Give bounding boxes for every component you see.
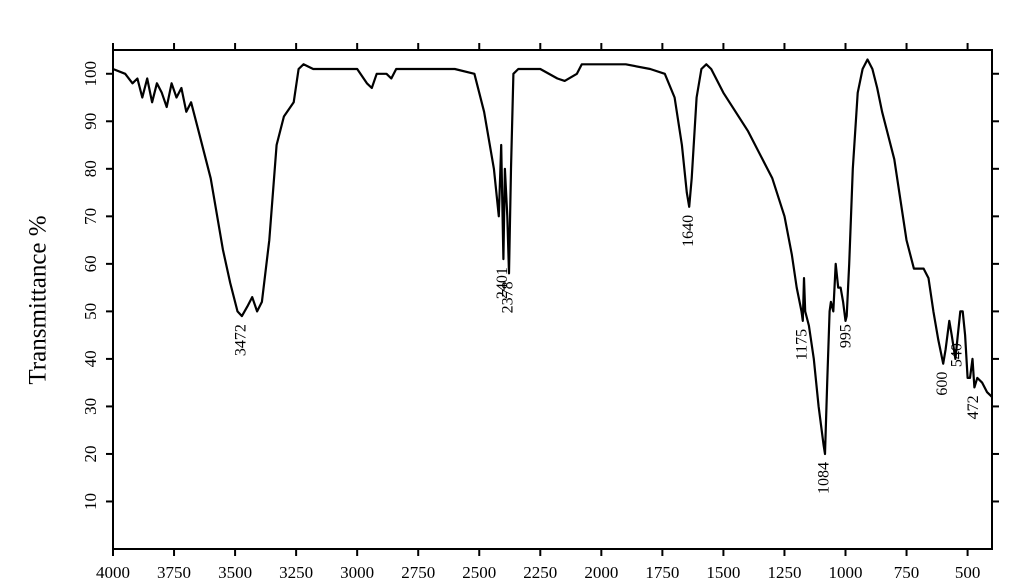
y-tick-label: 40 bbox=[81, 350, 100, 367]
plot-frame bbox=[112, 49, 993, 550]
peak-label: 1175 bbox=[793, 329, 810, 360]
x-tick-label: 2000 bbox=[584, 563, 618, 582]
peak-label: 2401 bbox=[494, 267, 511, 299]
y-axis-label: Transmittance % bbox=[25, 215, 52, 384]
y-tick-label: 10 bbox=[81, 493, 100, 510]
x-tick-label: 1000 bbox=[829, 563, 863, 582]
peak-label: 995 bbox=[837, 324, 854, 348]
x-tick-label: 1250 bbox=[767, 563, 801, 582]
x-tick-label: 750 bbox=[894, 563, 920, 582]
x-tick-label: 2500 bbox=[462, 563, 496, 582]
x-tick-label: 1500 bbox=[706, 563, 740, 582]
x-tick-label: 1750 bbox=[645, 563, 679, 582]
x-tick-label: 3000 bbox=[340, 563, 374, 582]
y-tick-label: 80 bbox=[81, 160, 100, 177]
peak-label: 2378 bbox=[500, 281, 517, 313]
x-tick-label: 2250 bbox=[523, 563, 557, 582]
x-tick-label: 500 bbox=[955, 563, 981, 582]
y-tick-label: 30 bbox=[81, 398, 100, 415]
x-tick-label: 3250 bbox=[279, 563, 313, 582]
y-tick-label: 70 bbox=[81, 208, 100, 225]
y-tick-label: 90 bbox=[81, 113, 100, 130]
y-tick-label: 100 bbox=[81, 61, 100, 87]
x-tick-label: 4000 bbox=[96, 563, 130, 582]
y-tick-label: 50 bbox=[81, 303, 100, 320]
peak-label: 1084 bbox=[816, 462, 833, 494]
peak-label: 3472 bbox=[233, 324, 250, 356]
y-tick-label: 20 bbox=[81, 445, 100, 462]
peak-label: 540 bbox=[948, 343, 965, 367]
x-tick-label: 3500 bbox=[218, 563, 252, 582]
x-tick-label: 2750 bbox=[401, 563, 435, 582]
spectrum-line bbox=[112, 58, 993, 456]
y-tick-label: 60 bbox=[81, 255, 100, 272]
peak-label: 600 bbox=[934, 372, 951, 396]
x-tick-label: 3750 bbox=[157, 563, 191, 582]
peak-label: 472 bbox=[965, 395, 982, 419]
peak-label: 1640 bbox=[680, 215, 697, 247]
